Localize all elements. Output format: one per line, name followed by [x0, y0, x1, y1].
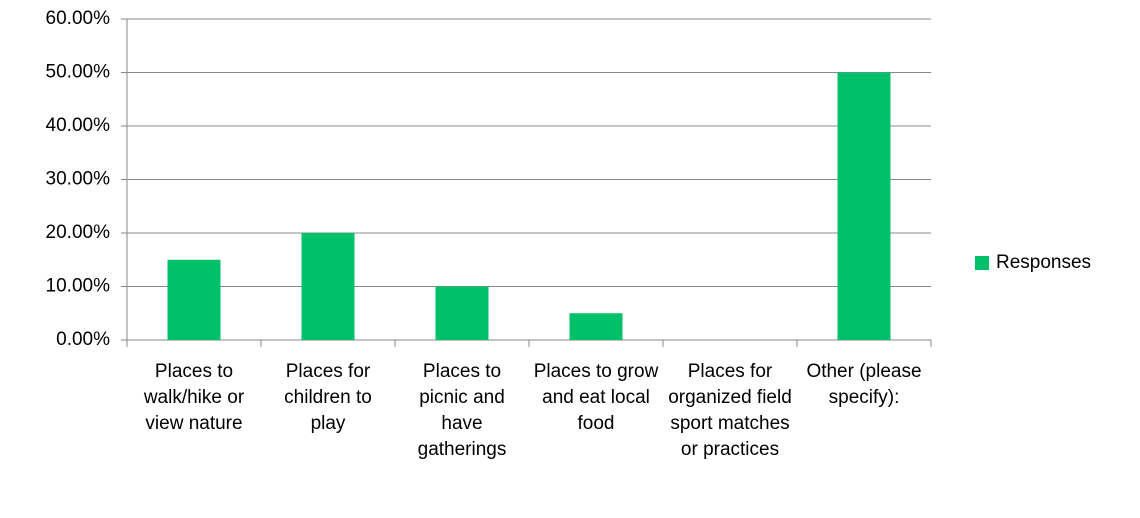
y-tick-label: 40.00%: [46, 115, 111, 136]
x-tick-line: Places for: [286, 361, 371, 382]
x-tick-line: sport matches: [670, 413, 789, 434]
bar: [167, 259, 221, 340]
x-tick-line: and eat local: [542, 387, 650, 408]
legend-label: Responses: [996, 252, 1091, 273]
x-tick-line: Places to: [423, 361, 501, 382]
y-tick-label: 10.00%: [46, 276, 111, 297]
x-tick-label: Other (please specify):: [806, 361, 921, 408]
x-tick-label: Places for children to play: [284, 361, 372, 434]
y-tick-label: 20.00%: [46, 222, 111, 243]
x-tick-line: Other (please: [806, 361, 921, 382]
x-tick-line: organized field: [668, 387, 792, 408]
y-tick-label: 60.00%: [46, 8, 111, 29]
x-tick-label: Places to walk/hike or view nature: [143, 361, 245, 434]
y-tick-label: 0.00%: [56, 329, 110, 350]
legend-swatch: [975, 256, 989, 270]
x-tick-label: Places for organized field sport matches or…: [668, 361, 792, 460]
y-tick-label: 30.00%: [46, 169, 111, 190]
x-tick-label: Places to picnic and have gatherings: [418, 361, 507, 460]
x-tick-line: play: [311, 413, 346, 434]
x-tick-line: walk/hike or: [143, 387, 245, 408]
x-tick-line: specify):: [829, 387, 900, 408]
x-tick-line: food: [578, 413, 615, 434]
x-tick-line: picnic and: [419, 387, 505, 408]
x-tick-line: or practices: [681, 439, 779, 460]
bar: [837, 72, 891, 340]
x-tick-line: gatherings: [418, 439, 507, 460]
bar: [301, 233, 355, 340]
x-tick-line: Places to grow: [534, 361, 659, 382]
x-tick-line: Places for: [688, 361, 773, 382]
bar: [435, 286, 489, 340]
x-tick-label: Places to grow and eat local food: [534, 361, 659, 434]
x-tick-line: Places to: [155, 361, 233, 382]
x-tick-line: children to: [284, 387, 372, 408]
bar: [569, 313, 623, 340]
x-tick-line: view nature: [145, 413, 242, 434]
x-tick-line: have: [441, 413, 482, 434]
y-tick-label: 50.00%: [46, 62, 111, 83]
